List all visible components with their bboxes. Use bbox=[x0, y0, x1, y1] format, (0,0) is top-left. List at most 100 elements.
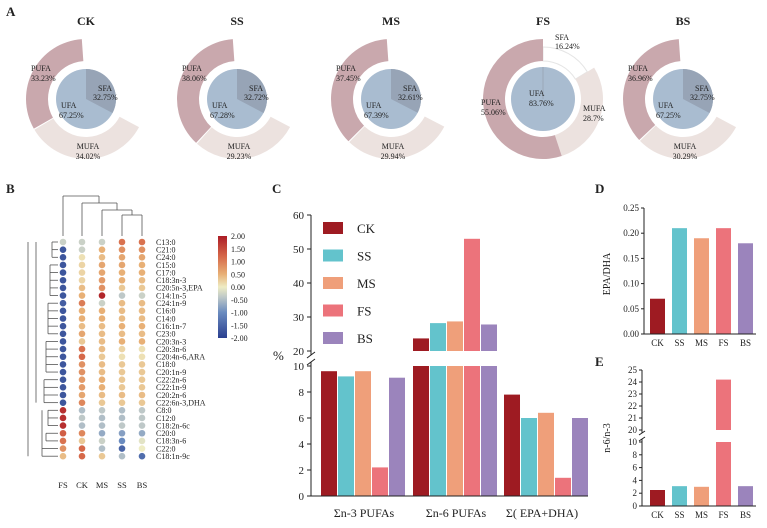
heatmap-cell-c18-2n-6c-ms bbox=[98, 422, 106, 429]
donut-title-ms: MS bbox=[382, 14, 400, 28]
c-lower-tick-label-2: 4 bbox=[299, 439, 305, 451]
c-lower-tick-label-4: 8 bbox=[299, 387, 305, 399]
donut-sfa-value-ck: 32.75% bbox=[93, 93, 118, 102]
e-upper-tick-label-0: 20 bbox=[628, 425, 638, 435]
d-x-tick-label-ms: MS bbox=[695, 338, 708, 348]
c-upper-tick-label-1: 30 bbox=[293, 312, 305, 324]
heatmap-cell-c22-2n-6-fs bbox=[59, 376, 67, 384]
c-upper-tick-label-3: 50 bbox=[293, 244, 305, 256]
legend-label-fs: FS bbox=[357, 304, 371, 319]
heatmap-cell-c21-0-ss bbox=[118, 246, 126, 253]
heatmap-cell-c17-0-ck bbox=[78, 269, 86, 276]
bar-n-3-pufas-ss bbox=[338, 376, 354, 496]
heatmap-row-label-c20-5n-3-epa: C20:5n-3,EPA bbox=[156, 284, 203, 293]
heatmap-cell-c20-3n-6-bs bbox=[138, 345, 146, 353]
c-y-axis-label: % bbox=[273, 348, 284, 363]
bar-epa-dha-ss bbox=[521, 418, 537, 496]
heatmap-cell-c18-3n-6-ck bbox=[78, 437, 86, 445]
heatmap-cell-c20-1n-9-ms bbox=[98, 368, 106, 376]
colorbar bbox=[218, 236, 227, 338]
heatmap-cell-c20-0-ms bbox=[98, 429, 106, 437]
colorbar-tick-0: 2.00 bbox=[231, 232, 245, 241]
heatmap-cell-c20-4n-6-ara-bs bbox=[138, 353, 146, 361]
panel-label-c: C bbox=[272, 181, 281, 196]
e-x-tick-label-ms: MS bbox=[695, 510, 708, 520]
bar-n-6-pufas-ms-lower bbox=[447, 366, 463, 496]
heatmap-cell-c24-1n-9-fs bbox=[59, 299, 67, 307]
d-x-tick-label-ss: SS bbox=[674, 338, 684, 348]
heatmap-cell-c24-0-bs bbox=[138, 253, 146, 261]
donut-outer-pufa-ck bbox=[26, 39, 84, 129]
panel-c-bar-chart: 0 2 4 6 8 10 20 30 40 50 60% Σn-3 PUFAs Σn-6 PUFAs Σ(… bbox=[273, 210, 588, 520]
donut-title-ss: SS bbox=[230, 14, 244, 28]
heatmap-row-label-c16-1n-7: C16:1n-7 bbox=[156, 322, 186, 331]
bar-epa-dha-bs bbox=[572, 418, 588, 496]
heatmap-cell-c20-1n-9-fs bbox=[59, 368, 67, 376]
donut-outer-mufa-ms bbox=[349, 116, 445, 159]
heatmap-cell-c22-6n-3-dha-fs bbox=[59, 399, 67, 406]
heatmap-cell-c20-3n-3-ck bbox=[78, 338, 86, 345]
heatmap-cell-c20-5n-3-epa-ss bbox=[118, 284, 126, 292]
heatmap-cell-c14-1n-5-bs bbox=[138, 292, 146, 299]
heatmap-cell-c22-1n-9-ms bbox=[98, 384, 106, 391]
heatmap-cell-c18-0-bs bbox=[138, 361, 146, 368]
donut-outer-pufa-ms bbox=[331, 39, 389, 142]
heatmap-col-label-ss: SS bbox=[117, 480, 127, 490]
colorbar-tick-4: 0.00 bbox=[231, 283, 245, 292]
heatmap-cell-c14-0-fs bbox=[59, 315, 67, 322]
heatmap-cell-c24-0-ss bbox=[118, 253, 126, 261]
bar-n-3-pufas-fs bbox=[372, 467, 388, 496]
heatmap-row-label-c18-1n-9c: C18:1n-9c bbox=[156, 452, 190, 461]
d-x-tick-label-ck: CK bbox=[651, 338, 664, 348]
heatmap-cell-c12-0-ck bbox=[78, 414, 86, 422]
donut-outer-mufa-bs bbox=[639, 116, 737, 159]
heatmap-row-label-c24-1n-9: C24:1n-9 bbox=[156, 299, 186, 308]
donut-mufa-value-ms: 29.94% bbox=[381, 152, 406, 161]
heatmap-cell-c20-2n-6-fs bbox=[59, 391, 67, 399]
heatmap-cell-c20-5n-3-epa-fs bbox=[59, 284, 67, 292]
heatmap-cell-c24-1n-9-bs bbox=[138, 299, 146, 307]
heatmap-cell-c18-3n-3-ss bbox=[118, 276, 126, 284]
legend-label-ms: MS bbox=[357, 276, 376, 291]
d-bar-ck bbox=[650, 298, 665, 334]
bar-n-6-pufas-ms-upper bbox=[447, 321, 463, 351]
heatmap-row-label-c18-3n-6: C18:3n-6 bbox=[156, 437, 186, 446]
heatmap-cell-c20-2n-6-ms bbox=[98, 391, 106, 399]
heatmap-cell-c20-1n-9-ss bbox=[118, 368, 126, 376]
e-bar-bs bbox=[738, 486, 753, 506]
heatmap-cell-c17-0-fs bbox=[59, 269, 67, 276]
heatmap-cell-c20-3n-6-ck bbox=[78, 345, 86, 353]
e-lower-tick-label-3: 6 bbox=[633, 463, 638, 473]
c-upper-tick-label-4: 60 bbox=[293, 210, 305, 222]
heatmap-row-label-c8-0: C8:0 bbox=[156, 406, 172, 415]
heatmap-cell-c24-0-fs bbox=[59, 253, 67, 261]
heatmap-cell-c22-6n-3-dha-ck bbox=[78, 399, 86, 406]
heatmap-cell-c20-0-fs bbox=[59, 429, 67, 437]
donut-mufa-label-ms: MUFA bbox=[382, 142, 405, 151]
heatmap-cell-c8-0-fs bbox=[59, 407, 67, 414]
heatmap-col-label-ck: CK bbox=[76, 480, 89, 490]
d-bar-fs bbox=[716, 228, 731, 334]
bar-epa-dha-ms bbox=[538, 412, 554, 496]
donut-sfa-label-fs: SFA bbox=[555, 33, 569, 42]
e-bar-fs-upper bbox=[716, 379, 731, 430]
heatmap-cell-c24-0-ms bbox=[98, 253, 106, 261]
heatmap-cell-c20-4n-6-ara-ck bbox=[78, 353, 86, 361]
d-bar-ss bbox=[672, 228, 687, 334]
heatmap-row-label-c14-1n-5: C14:1n-5 bbox=[156, 291, 186, 300]
heatmap-cell-c14-1n-5-ss bbox=[118, 292, 126, 299]
donut-pufa-label-bs: PUFA bbox=[628, 64, 648, 73]
heatmap-cell-c16-0-ss bbox=[118, 307, 126, 315]
heatmap-cell-c22-2n-6-ck bbox=[78, 376, 86, 384]
e-x-tick-label-ck: CK bbox=[651, 510, 664, 520]
c-upper-tick-label-0: 20 bbox=[293, 346, 305, 358]
heatmap-row-label-c12-0: C12:0 bbox=[156, 414, 176, 423]
c-x-tick-label-n-6-pufas: Σn-6 PUFAs bbox=[426, 506, 487, 520]
donut-ufa-label-fs: UFA bbox=[529, 89, 545, 98]
donut-ufa-value-ck: 67.25% bbox=[59, 111, 84, 120]
donut-sfa-value-ms: 32.61% bbox=[398, 93, 423, 102]
donut-pufa-value-bs: 36.96% bbox=[628, 74, 653, 83]
e-bar-ss bbox=[672, 486, 687, 506]
e-upper-tick-label-1: 21 bbox=[628, 413, 637, 423]
e-y-axis-label: n-6/n-3 bbox=[602, 423, 613, 452]
